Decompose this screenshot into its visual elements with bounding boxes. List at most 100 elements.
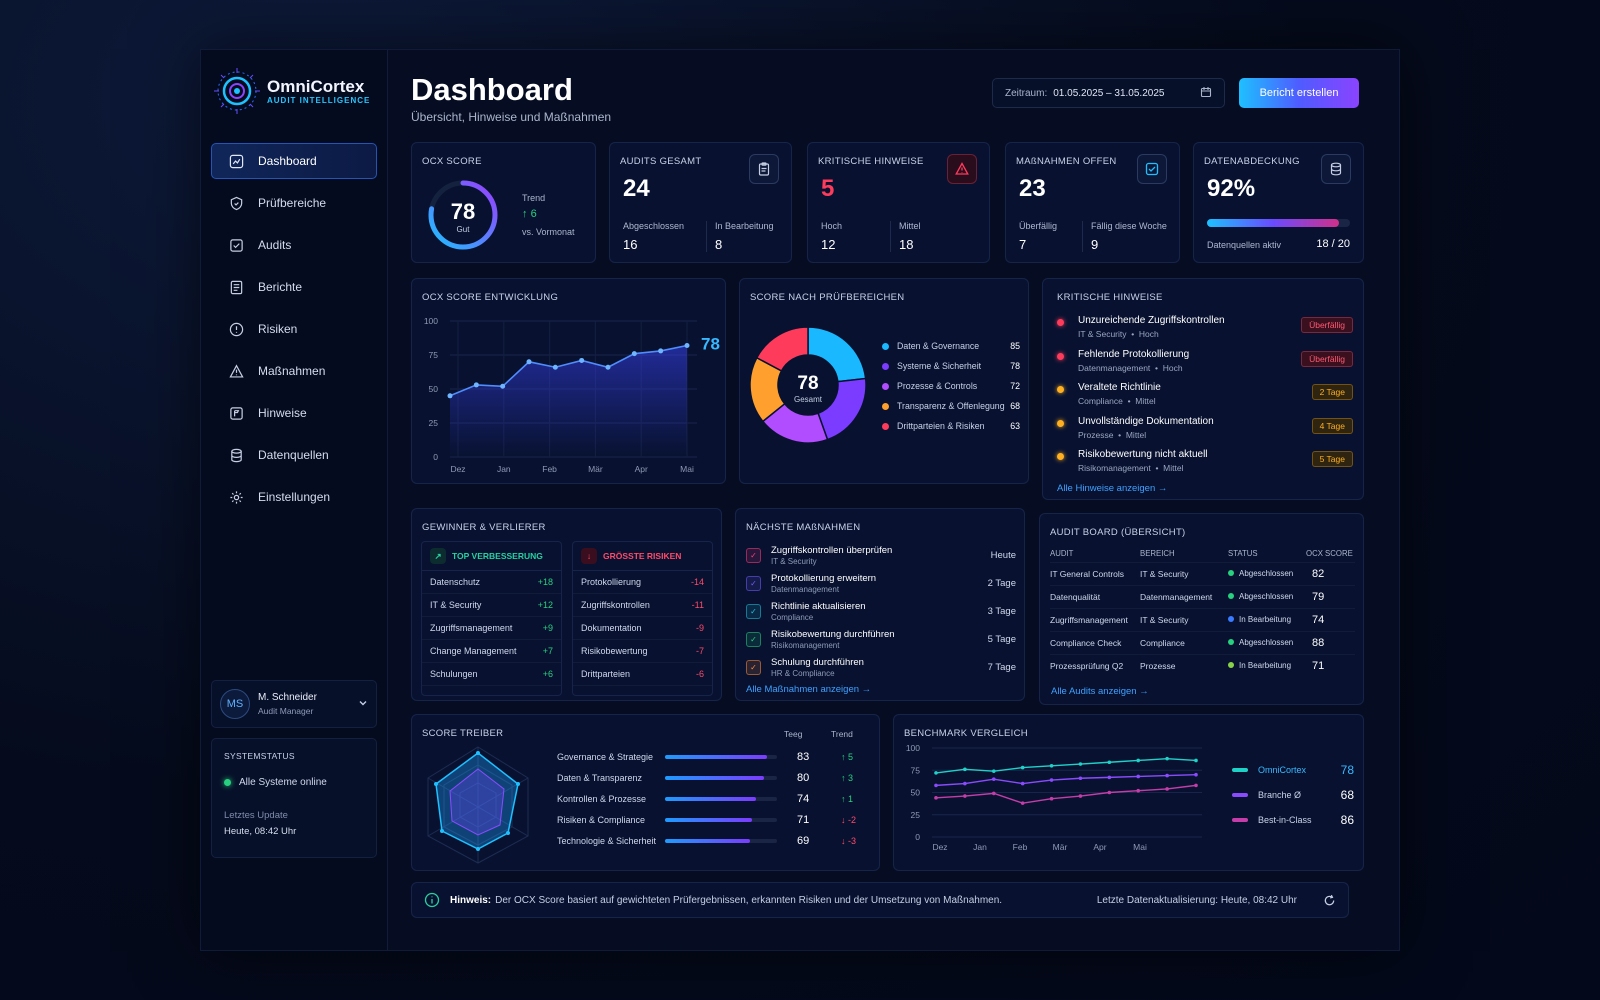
measure-area: IT & Security — [771, 556, 817, 566]
data-point — [991, 777, 996, 781]
all-audits-link[interactable]: Alle Audits anzeigen → — [1051, 686, 1149, 697]
score-drivers-card: SCORE TREIBER Teeg Trend Governance & St… — [411, 714, 880, 871]
measure-title: Richtlinie aktualisieren — [771, 600, 866, 612]
item-delta: -11 — [691, 600, 704, 610]
pie-slice — [755, 326, 809, 372]
chevron-down-icon[interactable] — [358, 695, 368, 713]
status-dot — [1228, 662, 1234, 669]
card-title: AUDITS GESAMT — [620, 156, 702, 167]
refresh-icon[interactable] — [1323, 894, 1336, 907]
audit-area: Compliance — [1140, 637, 1185, 648]
list-item[interactable]: Unvollständige Dokumentation Prozesse • M… — [1057, 416, 1353, 450]
top-improvement-list: Datenschutz +18 IT & Security +12 Zugriffsma… — [422, 571, 561, 686]
table-row[interactable]: Zugriffsmanagement IT & Security In Bearbe… — [1050, 608, 1355, 631]
sidebar-item-audits[interactable]: Audits — [211, 227, 377, 263]
data-point — [1165, 787, 1169, 791]
list-item[interactable]: ✓ Schulung durchführen HR & Compliance 7 Ta… — [746, 653, 1016, 681]
x-tick-label: Mär — [1053, 842, 1068, 852]
biggest-risks-header: ↓ GRÖSSTE RISIKEN — [573, 542, 712, 571]
task-icon: ✓ — [746, 547, 761, 563]
card-title: MAßNAHMEN OFFEN — [1016, 156, 1117, 167]
system-status-title: SYSTEMSTATUS — [224, 751, 295, 761]
list-item[interactable]: Veraltete Richtlinie Compliance • Mittel 2… — [1057, 382, 1353, 416]
item-name: Datenschutz — [430, 577, 481, 587]
table-row[interactable]: Prozessprüfung Q2 Prozesse In Bearbeitung 7… — [1050, 654, 1355, 677]
list-item[interactable]: Fehlende Protokollierung Datenmanagement … — [1057, 349, 1353, 383]
sidebar-item-einstellungen[interactable]: Einstellungen — [211, 479, 377, 515]
card-title: SCORE TREIBER — [422, 728, 504, 739]
task-icon: ✓ — [746, 575, 761, 591]
data-point — [1078, 776, 1083, 781]
sidebar-item-pruefbereiche[interactable]: Prüfbereiche — [211, 185, 377, 221]
score-trend-chart: 0 25 50 75 100 Dez Jan Feb Mär Apr Mai 78 — [424, 316, 720, 474]
user-menu[interactable]: MS M. Schneider Audit Manager — [211, 680, 377, 728]
sidebar-item-label: Berichte — [258, 280, 303, 294]
legend-item: Branche Ø 68 — [1232, 782, 1354, 807]
all-measures-link[interactable]: Alle Maßnahmen anzeigen → — [746, 684, 872, 695]
all-notes-link[interactable]: Alle Hinweise anzeigen → — [1057, 483, 1168, 494]
card-title: AUDIT BOARD (ÜBERSICHT) — [1050, 527, 1186, 538]
sidebar-item-label: Hinweise — [258, 406, 307, 420]
table-row[interactable]: IT General Controls IT & Security Abgeschl… — [1050, 562, 1355, 585]
biggest-risks-title: GRÖSSTE RISIKEN — [603, 551, 682, 561]
critical-notes-card: KRITISCHE HINWEISE 5 Hoch 12 Mittel 18 — [807, 142, 990, 263]
legend-item: Daten & Governance 85 — [882, 336, 1020, 356]
donut-legend: Daten & Governance 85 Systeme & Sicherheit… — [882, 336, 1020, 436]
top-improvement-panel: ↗ TOP VERBESSERUNG Datenschutz +18 IT & Se… — [421, 541, 562, 696]
list-item: Change Management +7 — [422, 640, 561, 663]
alert-icon — [947, 154, 977, 184]
info-icon — [424, 892, 440, 908]
table-row[interactable]: Datenqualität Datenmanagement Abgeschlosse… — [1050, 585, 1355, 608]
create-report-button[interactable]: Bericht erstellen — [1239, 78, 1359, 108]
x-tick-label: Apr — [1093, 842, 1106, 852]
data-point — [963, 781, 967, 786]
calendar-icon[interactable] — [1200, 86, 1212, 101]
column-header: BEREICH — [1140, 549, 1175, 559]
sidebar-item-dashboard[interactable]: Dashboard — [211, 143, 377, 179]
sidebar-item-berichte[interactable]: Berichte — [211, 269, 377, 305]
table-row[interactable]: Compliance Check Compliance Abgeschlossen 8… — [1050, 631, 1355, 654]
legend-item: Systeme & Sicherheit 78 — [882, 356, 1020, 376]
x-tick-label: Feb — [542, 464, 557, 474]
legend-value: 68 — [1010, 401, 1020, 411]
arrow-up-icon: ↑ — [522, 208, 528, 220]
sidebar-item-label: Audits — [258, 238, 292, 252]
list-item[interactable]: ✓ Protokollierung erweitern Datenmanagemen… — [746, 569, 1016, 597]
note-meta: Prozesse • Mittel — [1078, 429, 1147, 440]
driver-trend: ↑ 3 — [841, 772, 854, 783]
logo[interactable]: OmniCortex AUDIT INTELLIGENCE — [213, 66, 378, 116]
coverage-bar — [1207, 219, 1350, 227]
list-item[interactable]: Risikobewertung nicht aktuell Risikomanag… — [1057, 449, 1353, 483]
series-line — [935, 784, 1197, 804]
database-icon — [1321, 154, 1351, 184]
list-item[interactable]: Unzureichende Zugriffskontrollen IT & Sec… — [1057, 315, 1353, 349]
data-point — [658, 348, 664, 354]
sidebar-item-datenquellen[interactable]: Datenquellen — [211, 437, 377, 473]
data-point — [1136, 758, 1141, 763]
sidebar-item-hinweise[interactable]: Hinweise — [211, 395, 377, 431]
next-measures-list: ✓ Zugriffskontrollen überprüfen IT & Secur… — [746, 541, 1016, 681]
card-title: BENCHMARK VERGLEICH — [904, 728, 1028, 739]
list-item[interactable]: ✓ Richtlinie aktualisieren Compliance 3 Tag… — [746, 597, 1016, 625]
y-tick-label: 25 — [429, 418, 439, 428]
item-name: Zugriffskontrollen — [581, 600, 650, 610]
audit-status: In Bearbeitung — [1228, 654, 1306, 677]
data-point — [934, 796, 938, 800]
list-item[interactable]: ✓ Zugriffskontrollen überprüfen IT & Secur… — [746, 541, 1016, 569]
x-tick-label: Dez — [450, 464, 465, 474]
benchmark-chart: 0 25 50 75 100 Dez Jan Feb Mär Apr Mai — [906, 743, 1202, 852]
sidebar-item-risiken[interactable]: Risiken — [211, 311, 377, 347]
benchmark-card: BENCHMARK VERGLEICH 0 25 50 75 100 Dez Jan Feb M… — [893, 714, 1364, 871]
biggest-risks-panel: ↓ GRÖSSTE RISIKEN Protokollierung -14 Zugr… — [572, 541, 713, 696]
item-delta: -7 — [695, 646, 704, 656]
item-name: Change Management — [430, 646, 517, 656]
audit-name: Prozessprüfung Q2 — [1050, 660, 1124, 671]
list-item: Technologie & Sicherheit 69 ↓ -3 — [557, 831, 872, 852]
list-item[interactable]: ✓ Risikobewertung durchführen Risikomanage… — [746, 625, 1016, 653]
footer-label: Hinweis: — [450, 894, 492, 906]
task-icon: ✓ — [746, 659, 761, 675]
sidebar-item-massnahmen[interactable]: Maßnahmen — [211, 353, 377, 389]
audit-area: IT & Security — [1140, 614, 1189, 625]
period-picker[interactable]: Zeitraum: 01.05.2025 – 31.05.2025 — [992, 78, 1225, 108]
